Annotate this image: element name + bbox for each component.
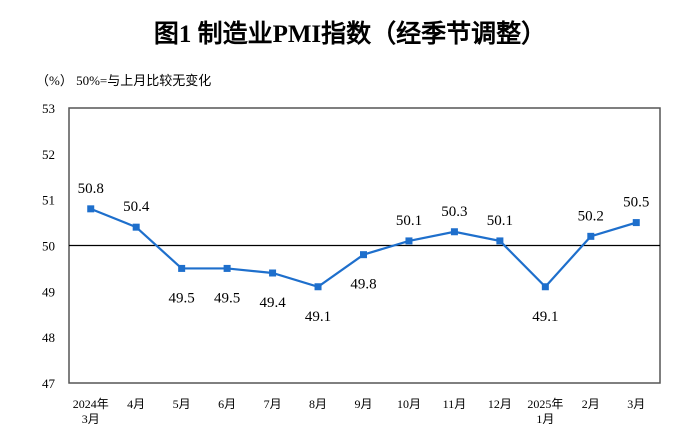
x-tick-label: 1月: [536, 412, 554, 426]
x-tick-label: 5月: [173, 397, 191, 411]
data-label: 49.1: [305, 309, 331, 325]
data-label: 50.4: [123, 199, 150, 215]
unit-note: （%） 50%=与上月比较无变化: [36, 73, 212, 88]
series-line: [90, 207, 637, 289]
data-point-marker: [178, 264, 186, 272]
x-tick-label: 8月: [309, 397, 327, 411]
x-tick-label: 12月: [488, 397, 512, 411]
x-tick-label: 2025年: [527, 397, 563, 411]
data-point-marker: [314, 283, 322, 291]
data-label: 50.2: [578, 208, 604, 224]
data-label: 49.5: [214, 290, 240, 306]
data-label: 50.5: [623, 195, 649, 211]
data-point-marker: [587, 232, 595, 240]
x-tick-label: 7月: [264, 397, 282, 411]
y-tick-label: 53: [42, 101, 55, 116]
data-label: 50.3: [441, 204, 467, 220]
data-point-marker: [541, 283, 549, 291]
chart-title: 图1 制造业PMI指数（经季节调整）: [153, 21, 547, 48]
x-tick-label: 3月: [82, 412, 100, 426]
data-point-marker: [450, 228, 458, 236]
y-tick-label: 51: [42, 193, 55, 208]
data-label: 50.1: [487, 213, 513, 229]
data-label: 49.5: [169, 290, 195, 306]
data-label: 49.4: [259, 295, 286, 311]
data-point-marker: [132, 223, 140, 231]
y-tick-label: 50: [42, 239, 55, 254]
data-point-marker: [269, 269, 277, 277]
y-tick-label: 48: [42, 330, 55, 345]
data-point-marker: [496, 237, 504, 245]
data-point-marker: [632, 219, 640, 227]
data-point-marker: [405, 237, 413, 245]
data-point-marker: [360, 251, 367, 259]
data-point-marker: [223, 264, 231, 272]
data-label: 50.1: [396, 213, 422, 229]
y-tick-label: 47: [42, 376, 56, 391]
x-tick-label: 3月: [627, 397, 645, 411]
x-tick-label: 10月: [397, 397, 421, 411]
y-tick-label: 49: [42, 284, 55, 299]
x-tick-label: 2月: [582, 397, 600, 411]
x-tick-label: 9月: [354, 397, 372, 411]
x-tick-label: 4月: [127, 397, 145, 411]
x-tick-label: 11月: [443, 397, 467, 411]
x-tick-label: 6月: [218, 397, 236, 411]
data-label: 49.1: [532, 309, 558, 325]
data-label: 49.8: [350, 277, 376, 293]
data-point-marker: [87, 205, 95, 213]
y-tick-label: 52: [42, 147, 55, 162]
data-label: 50.8: [78, 181, 104, 197]
x-tick-label: 2024年: [73, 397, 109, 411]
